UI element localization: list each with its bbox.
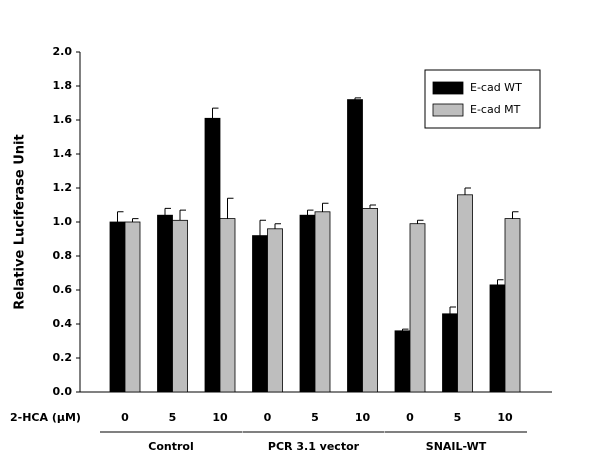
x-tick-label: 10 <box>212 411 228 424</box>
x-tick-label: 0 <box>406 411 414 424</box>
x-tick-label: 5 <box>454 411 462 424</box>
y-tick-label: 2.0 <box>53 45 73 58</box>
bar <box>219 218 236 393</box>
error-bar <box>164 207 171 216</box>
legend-swatch <box>432 81 464 95</box>
bar <box>172 219 188 393</box>
bar <box>267 228 283 393</box>
legend-label: E-cad WT <box>470 81 522 94</box>
bar <box>347 99 363 393</box>
error-bar <box>179 209 186 221</box>
y-tick-label: 0.6 <box>53 283 73 296</box>
error-bar <box>322 202 329 212</box>
error-bar <box>307 209 314 216</box>
y-tick-label: 1.8 <box>53 79 73 92</box>
y-axis-label: Relative Luciferase Unit <box>13 134 28 309</box>
error-bar <box>449 306 456 314</box>
bar <box>489 284 506 393</box>
error-bar <box>417 219 424 224</box>
y-tick-label: 0.4 <box>53 317 73 330</box>
x-tick-label: 10 <box>355 411 371 424</box>
bar <box>124 221 141 393</box>
bar <box>109 221 126 393</box>
error-bar <box>132 218 139 222</box>
legend-swatch <box>432 103 464 117</box>
legend-box <box>424 69 541 129</box>
group-label: Control <box>148 440 193 453</box>
bar <box>299 214 316 393</box>
bar <box>457 194 473 393</box>
bar <box>204 117 221 393</box>
y-tick-label: 0.2 <box>53 351 73 364</box>
bar <box>314 211 331 393</box>
bar <box>504 218 521 393</box>
bar <box>442 313 458 393</box>
x-tick-label: 0 <box>121 411 129 424</box>
bar <box>362 207 378 393</box>
group-label: SNAIL-WT <box>426 440 487 453</box>
error-bar <box>354 97 361 100</box>
error-bar <box>497 279 504 285</box>
x-axis-label: 2-HCA (μM) <box>10 411 81 424</box>
error-bar <box>274 223 281 229</box>
x-tick-label: 5 <box>169 411 177 424</box>
error-bar <box>464 187 471 195</box>
error-bar <box>227 197 234 219</box>
error-bar <box>259 219 266 236</box>
x-tick-label: 5 <box>311 411 319 424</box>
y-tick-label: 1.2 <box>53 181 73 194</box>
bar <box>409 223 426 393</box>
error-bar <box>512 211 519 219</box>
bar <box>157 214 173 393</box>
y-tick-label: 0.0 <box>53 385 73 398</box>
x-tick-label: 0 <box>264 411 272 424</box>
y-tick-label: 0.8 <box>53 249 73 262</box>
y-tick-label: 1.4 <box>53 147 73 160</box>
error-bar <box>117 211 124 222</box>
y-tick-label: 1.0 <box>53 215 73 228</box>
error-bar <box>369 204 376 209</box>
group-label: PCR 3.1 vector <box>268 440 360 453</box>
x-tick-label: 10 <box>497 411 513 424</box>
error-bar <box>212 107 219 119</box>
error-bar <box>402 328 409 331</box>
bar <box>394 330 411 393</box>
y-tick-label: 1.6 <box>53 113 73 126</box>
bar <box>252 235 268 393</box>
legend-label: E-cad MT <box>470 103 521 116</box>
